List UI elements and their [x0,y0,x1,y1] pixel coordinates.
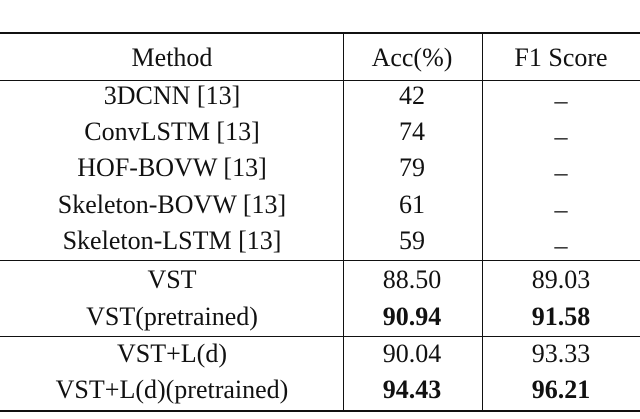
table-cell: Skeleton-BOVW [13] [57,190,287,219]
column-rule [482,33,484,411]
header-rule [0,80,640,82]
table-cell: 96.21 [531,375,591,404]
table-cell: 3DCNN [13] [103,81,241,110]
column-rule [343,33,345,411]
table-cell: VST+L(d)(pretrained) [55,375,289,404]
top-rule [0,32,640,34]
header-cell: Method [131,43,213,72]
bottom-rule [0,410,640,412]
table-cell: ConvLSTM [13] [84,117,260,146]
table-cell: _ [554,149,568,178]
group-rule [0,336,640,338]
table-cell: 61 [399,190,425,219]
table-cell: 94.43 [382,375,442,404]
table-cell: HOF-BOVW [13] [77,153,267,182]
table-cell: _ [554,186,568,215]
table-cell: _ [554,77,568,106]
table-cell: 42 [399,81,425,110]
table-cell: 89.03 [531,265,591,294]
table-cell: 59 [399,226,425,255]
group-rule [0,260,640,262]
table-cell: 90.04 [382,339,442,368]
table-cell: 90.94 [382,302,442,331]
table-cell: 88.50 [382,265,442,294]
header-cell: F1 Score [514,43,608,72]
table-cell: _ [554,113,568,142]
header-cell: Acc(%) [371,43,453,72]
table-cell: 93.33 [531,339,591,368]
table-cell: VST(pretrained) [86,302,258,331]
table-cell: 74 [399,117,425,146]
table-cell: VST [147,265,197,294]
table-cell: 91.58 [531,302,591,331]
table-cell: 79 [399,153,425,182]
table-cell: VST+L(d) [117,339,227,368]
table-cell: _ [554,222,568,251]
table-cell: Skeleton-LSTM [13] [62,226,282,255]
